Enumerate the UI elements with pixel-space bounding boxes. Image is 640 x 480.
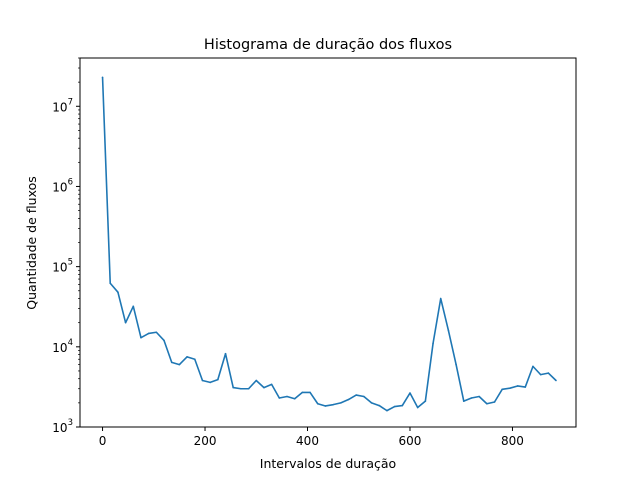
- data-point: [347, 398, 350, 401]
- data-point: [232, 386, 235, 389]
- y-tick-label: 107: [52, 97, 73, 114]
- plot-area: [79, 57, 577, 428]
- data-point: [170, 361, 173, 364]
- data-point: [524, 386, 527, 388]
- plot-background: [80, 58, 576, 427]
- data-point: [539, 373, 542, 376]
- x-tick-label: 600: [399, 434, 422, 448]
- data-point: [439, 297, 442, 300]
- data-point: [247, 387, 250, 390]
- data-point: [378, 404, 381, 407]
- data-point: [155, 331, 158, 334]
- data-point: [147, 332, 150, 335]
- data-point: [547, 372, 550, 374]
- data-point: [309, 391, 311, 394]
- data-point: [493, 401, 496, 403]
- data-point: [455, 363, 457, 366]
- data-point: [240, 387, 242, 390]
- data-point: [409, 392, 411, 394]
- data-point: [501, 388, 504, 391]
- data-point: [209, 381, 211, 384]
- y-tick-label: 104: [52, 338, 73, 355]
- x-axis: 0 200 400 600 800: [99, 427, 524, 448]
- data-point: [470, 397, 473, 399]
- data-point: [163, 339, 165, 342]
- data-point: [117, 291, 119, 293]
- data-point: [186, 356, 188, 358]
- data-point: [109, 282, 112, 285]
- data-point: [140, 336, 142, 339]
- chart-title: Histograma de duração dos fluxos: [204, 37, 452, 53]
- x-tick-label: 400: [296, 434, 319, 448]
- x-tick-label: 200: [194, 434, 217, 448]
- data-point: [263, 386, 265, 389]
- series-layer: [101, 76, 557, 412]
- data-point: [301, 391, 304, 394]
- y-tick-label: 106: [52, 177, 73, 194]
- data-point: [555, 379, 557, 382]
- data-point: [486, 402, 488, 405]
- x-tick-label: 800: [501, 434, 524, 448]
- y-axis-label: Quantidade de fluxos: [24, 176, 39, 309]
- data-point: [278, 397, 281, 399]
- data-point: [324, 405, 327, 407]
- data-point: [532, 365, 534, 368]
- series-line: [101, 77, 557, 412]
- data-point: [101, 76, 104, 79]
- y-tick-label: 105: [52, 258, 73, 275]
- data-point: [340, 402, 342, 404]
- data-point: [509, 387, 511, 389]
- data-point: [132, 305, 135, 308]
- data-point: [178, 363, 181, 366]
- x-tick-label: 0: [99, 434, 107, 448]
- data-point: [401, 404, 404, 407]
- y-tick-label: 103: [52, 418, 73, 435]
- data-point: [478, 395, 480, 398]
- x-axis-label: Intervalos de duração: [260, 456, 396, 471]
- data-point: [355, 394, 357, 396]
- data-point: [201, 379, 204, 382]
- data-point: [516, 385, 519, 387]
- data-point: [332, 403, 334, 406]
- data-point: [432, 342, 434, 345]
- data-point: [217, 378, 219, 381]
- data-point: [316, 402, 319, 405]
- data-point: [424, 400, 427, 402]
- data-point: [370, 402, 373, 404]
- data-point: [193, 358, 196, 361]
- y-axis: 103 104 105 106 107: [52, 57, 80, 435]
- data-point: [286, 395, 288, 398]
- data-point: [124, 321, 127, 324]
- data-point: [224, 352, 227, 355]
- data-point: [363, 395, 365, 398]
- data-point: [447, 329, 450, 332]
- data-point: [386, 409, 388, 412]
- data-point: [393, 405, 396, 408]
- data-point: [416, 406, 419, 409]
- data-point: [293, 397, 296, 400]
- data-point: [270, 383, 273, 386]
- data-point: [255, 379, 258, 382]
- data-point: [462, 400, 465, 402]
